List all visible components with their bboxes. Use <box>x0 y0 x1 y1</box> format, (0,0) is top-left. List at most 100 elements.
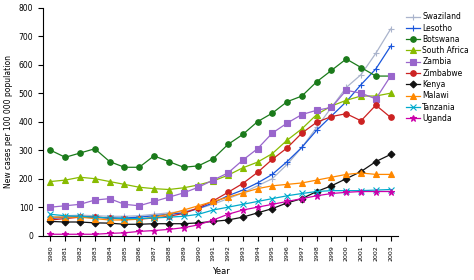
Kenya <box>255 211 260 214</box>
South Africa <box>255 160 260 164</box>
South Africa <box>344 99 349 102</box>
Malawi <box>181 208 186 212</box>
Swaziland <box>210 203 216 206</box>
Malawi <box>107 218 112 222</box>
Uganda <box>314 194 319 197</box>
Uganda <box>107 232 112 235</box>
Swaziland <box>299 146 305 149</box>
Tanzania <box>255 200 260 203</box>
Tanzania <box>388 188 393 191</box>
Zambia <box>77 203 83 206</box>
Zimbabwe <box>388 116 393 119</box>
Lesotho <box>225 194 231 197</box>
Uganda <box>299 197 305 200</box>
Lesotho <box>181 211 186 214</box>
Swaziland <box>107 214 112 218</box>
Zimbabwe <box>358 119 364 122</box>
Lesotho <box>77 214 83 218</box>
Kenya <box>328 184 334 188</box>
Lesotho <box>344 100 349 103</box>
Zimbabwe <box>166 214 172 218</box>
Lesotho <box>107 216 112 220</box>
Uganda <box>137 230 142 233</box>
Tanzania <box>269 197 275 200</box>
Kenya <box>151 222 157 225</box>
Kenya <box>181 222 186 225</box>
Botswana <box>255 120 260 123</box>
Zimbabwe <box>373 104 379 107</box>
Kenya <box>344 177 349 180</box>
South Africa <box>121 183 127 186</box>
Tanzania <box>166 216 172 219</box>
Kenya <box>92 221 98 225</box>
South Africa <box>269 152 275 155</box>
Swaziland <box>166 211 172 214</box>
Zimbabwe <box>210 199 216 203</box>
Swaziland <box>388 27 393 31</box>
Y-axis label: New cases per 100 000 population: New cases per 100 000 population <box>4 55 13 188</box>
Botswana <box>328 69 334 72</box>
Kenya <box>373 160 379 163</box>
Zambia <box>314 109 319 112</box>
Tanzania <box>210 208 216 212</box>
Botswana <box>195 164 201 167</box>
Kenya <box>210 220 216 223</box>
Botswana <box>121 165 127 169</box>
Zimbabwe <box>284 146 290 150</box>
Zambia <box>284 122 290 125</box>
Zambia <box>358 92 364 95</box>
Kenya <box>314 190 319 193</box>
Kenya <box>137 223 142 226</box>
Tanzania <box>195 213 201 216</box>
Tanzania <box>328 189 334 192</box>
Swaziland <box>121 214 127 218</box>
Zambia <box>121 203 127 206</box>
Swaziland <box>151 213 157 216</box>
Swaziland <box>358 73 364 76</box>
Kenya <box>121 223 127 226</box>
Zambia <box>151 200 157 203</box>
Uganda <box>225 213 231 216</box>
Tanzania <box>344 189 349 192</box>
Malawi <box>388 173 393 176</box>
Malawi <box>314 178 319 182</box>
Malawi <box>344 173 349 176</box>
Zimbabwe <box>344 112 349 115</box>
Line: Zambia: Zambia <box>48 73 393 210</box>
Lesotho <box>137 216 142 219</box>
Zambia <box>166 195 172 199</box>
Malawi <box>299 181 305 185</box>
Line: Zimbabwe: Zimbabwe <box>48 102 393 223</box>
Line: Swaziland: Swaziland <box>48 26 393 220</box>
Uganda <box>373 190 379 193</box>
Uganda <box>255 206 260 209</box>
Uganda <box>328 192 334 195</box>
Line: South Africa: South Africa <box>48 90 393 192</box>
Zambia <box>47 206 53 209</box>
Zambia <box>240 158 246 162</box>
Swaziland <box>47 216 53 219</box>
Kenya <box>107 221 112 225</box>
Swaziland <box>284 163 290 166</box>
Line: Malawi: Malawi <box>48 170 393 223</box>
Zimbabwe <box>195 206 201 209</box>
Kenya <box>47 220 53 223</box>
Zambia <box>107 197 112 200</box>
Botswana <box>210 157 216 160</box>
South Africa <box>299 127 305 130</box>
Zambia <box>92 198 98 202</box>
Botswana <box>107 160 112 163</box>
Swaziland <box>77 213 83 217</box>
Botswana <box>344 57 349 61</box>
Tanzania <box>373 188 379 192</box>
South Africa <box>63 178 68 182</box>
Zambia <box>328 106 334 109</box>
Zambia <box>225 171 231 175</box>
Lesotho <box>47 217 53 220</box>
Malawi <box>92 217 98 220</box>
X-axis label: Year: Year <box>212 267 229 276</box>
Botswana <box>240 133 246 136</box>
Kenya <box>63 220 68 224</box>
Tanzania <box>181 214 186 218</box>
Malawi <box>269 184 275 188</box>
